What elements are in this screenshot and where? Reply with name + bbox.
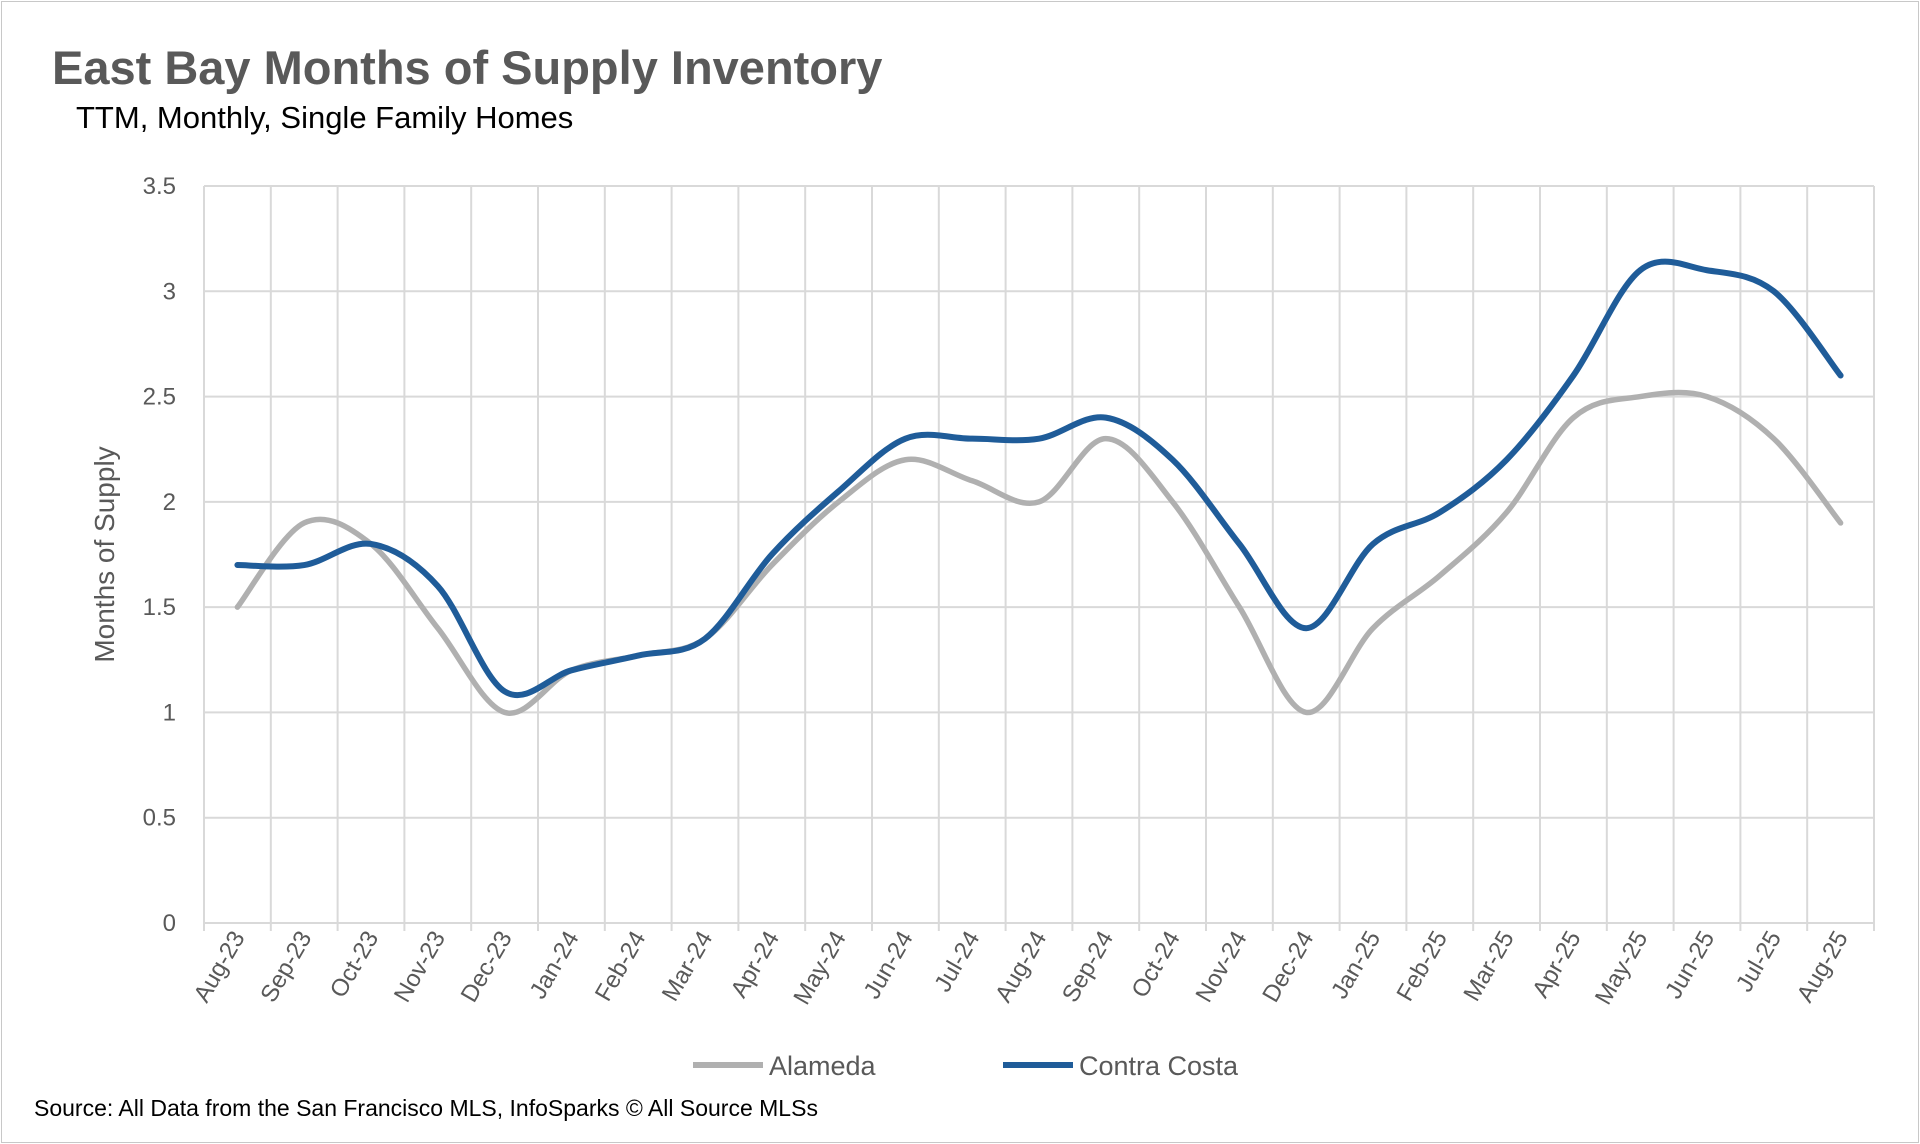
x-tick-label: Apr-24 xyxy=(726,927,785,1003)
x-tick-label: Mar-24 xyxy=(657,927,718,1006)
x-tick-label: Dec-24 xyxy=(1257,927,1319,1008)
y-tick-label: 0.5 xyxy=(143,805,176,832)
x-tick-label: Oct-23 xyxy=(325,927,384,1003)
y-axis-label: Months of Supply xyxy=(89,446,120,662)
y-tick-label: 0 xyxy=(163,910,176,937)
y-tick-label: 1.5 xyxy=(143,594,176,621)
x-tick-label: Apr-25 xyxy=(1527,927,1586,1003)
x-tick-label: Jun-24 xyxy=(859,927,919,1004)
y-tick-label: 3.5 xyxy=(143,173,176,200)
x-tick-label: Jul-24 xyxy=(929,926,985,996)
y-tick-label: 2.5 xyxy=(143,384,176,411)
legend-label: Contra Costa xyxy=(1079,1051,1239,1081)
y-tick-label: 2 xyxy=(163,489,176,516)
series-line-contra-costa xyxy=(234,258,1844,699)
x-tick-label: Aug-24 xyxy=(990,927,1052,1008)
x-tick-label: Jan-25 xyxy=(1326,927,1386,1004)
x-tick-label: Nov-24 xyxy=(1191,927,1253,1008)
x-tick-label: May-24 xyxy=(788,927,851,1010)
x-tick-label: Nov-23 xyxy=(389,927,451,1008)
x-tick-label: May-25 xyxy=(1590,927,1653,1010)
x-tick-label: Feb-24 xyxy=(590,927,651,1006)
x-tick-label: Aug-25 xyxy=(1792,927,1854,1008)
x-tick-label: Mar-25 xyxy=(1458,927,1519,1006)
x-tick-label: Jun-25 xyxy=(1660,927,1720,1004)
x-tick-label: Sep-24 xyxy=(1057,927,1119,1008)
x-tick-label: Jan-24 xyxy=(525,927,585,1004)
source-note: Source: All Data from the San Francisco … xyxy=(34,1095,818,1121)
legend-label: Alameda xyxy=(769,1051,877,1081)
chart-subtitle: TTM, Monthly, Single Family Homes xyxy=(76,100,574,135)
x-tick-label: Dec-23 xyxy=(456,927,518,1008)
y-tick-label: 1 xyxy=(163,699,176,726)
x-tick-label: Oct-24 xyxy=(1126,927,1185,1003)
x-tick-label: Sep-23 xyxy=(255,927,317,1008)
series-line-alameda xyxy=(234,389,1844,716)
y-tick-label: 3 xyxy=(163,278,176,305)
x-tick-label: Jul-25 xyxy=(1731,927,1787,997)
chart-title: East Bay Months of Supply Inventory xyxy=(52,41,883,94)
x-tick-label: Aug-23 xyxy=(189,927,251,1008)
x-tick-label: Feb-25 xyxy=(1392,927,1453,1006)
